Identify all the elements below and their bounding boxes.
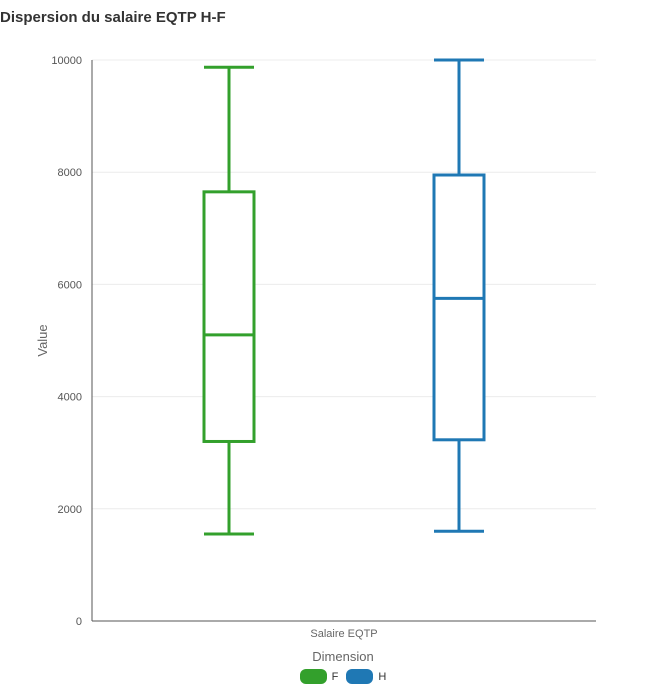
category-labels: Salaire EQTP (310, 628, 377, 640)
y-tick-label: 0 (76, 616, 82, 628)
legend-swatch (299, 669, 327, 684)
category-label: Salaire EQTP (310, 628, 377, 640)
box-h (432, 58, 486, 533)
legend-swatch (346, 669, 374, 684)
iqr-box (432, 173, 486, 442)
iqr-box (202, 190, 256, 443)
y-tick-label: 4000 (58, 392, 82, 404)
y-axis-label: Value (35, 324, 50, 356)
gridlines (92, 59, 596, 510)
chart-title: Dispersion du salaire EQTP H-F (0, 9, 226, 26)
boxes (202, 58, 486, 536)
y-tick-label: 2000 (58, 504, 82, 516)
y-tick-labels: 0 2000 4000 6000 8000 10000 (51, 55, 82, 628)
y-tick-label: 10000 (51, 55, 82, 67)
legend-label: H (378, 670, 387, 683)
legend-item-h[interactable]: H (346, 669, 386, 684)
y-tick-label: 8000 (58, 167, 82, 179)
y-tick-label: 6000 (58, 279, 82, 291)
legend-label: F (331, 670, 339, 683)
legend-title: Dimension (312, 649, 374, 664)
axes (91, 60, 596, 622)
legend-item-f[interactable]: F (299, 669, 339, 684)
box-f (202, 65, 256, 536)
